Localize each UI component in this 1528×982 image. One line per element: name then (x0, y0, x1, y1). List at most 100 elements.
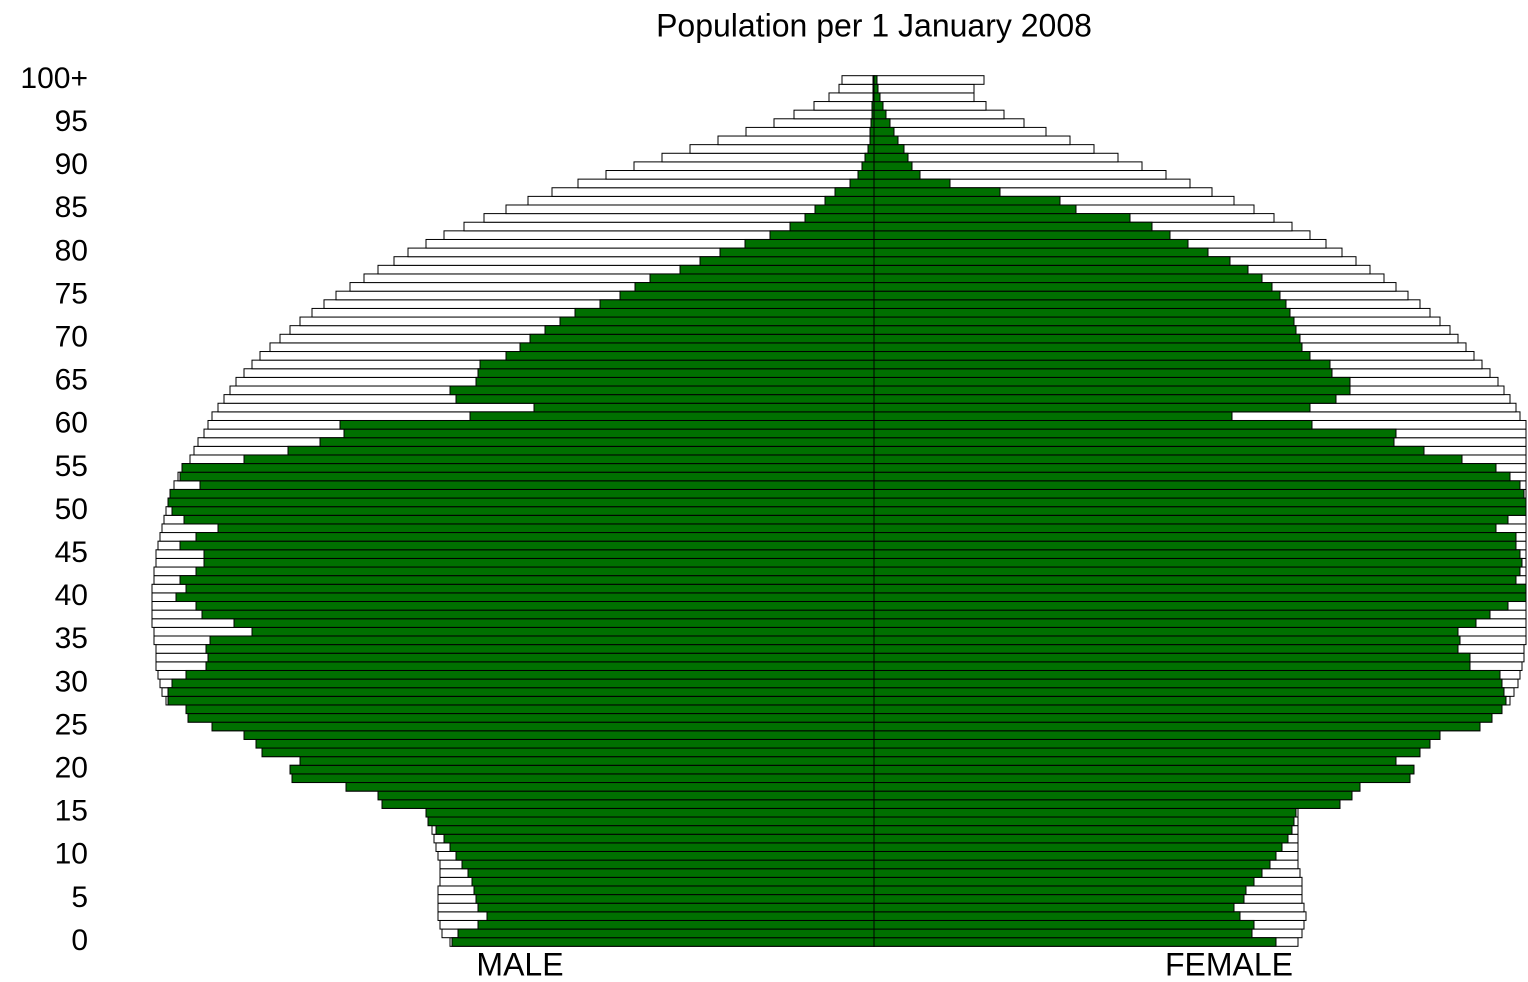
bar (873, 359, 1331, 370)
bar (179, 540, 875, 551)
side-label: MALE (476, 946, 563, 982)
bar (505, 351, 875, 361)
bar (205, 661, 875, 671)
bar (873, 669, 1501, 680)
bar (873, 247, 1209, 258)
bar (529, 333, 875, 344)
y-tick-label: 45 (55, 536, 88, 569)
bar (873, 213, 1131, 223)
bar (873, 428, 1397, 439)
bar (873, 290, 1281, 301)
y-tick-label: 80 (55, 234, 88, 267)
bar (841, 75, 875, 85)
bar (873, 445, 1425, 456)
bar (289, 764, 875, 775)
bar (461, 859, 875, 870)
bar (634, 282, 875, 292)
bar (873, 126, 895, 137)
bar (427, 816, 875, 827)
bar (834, 187, 875, 197)
side-label: FEMALE (1165, 946, 1293, 982)
bar (813, 101, 875, 111)
bar (873, 601, 1509, 611)
bar (649, 273, 875, 284)
bar (873, 799, 1341, 809)
bar (873, 178, 951, 189)
bar (577, 178, 875, 189)
bar (873, 307, 1291, 318)
y-tick-label: 65 (55, 364, 88, 397)
bar (343, 428, 875, 439)
bar (873, 894, 1245, 904)
bar (574, 307, 875, 318)
bar (873, 83, 975, 94)
y-tick-label: 60 (55, 407, 88, 440)
bar (838, 83, 875, 94)
bar (873, 859, 1271, 870)
bar (873, 833, 1289, 844)
bar (185, 583, 875, 594)
bar (873, 488, 1525, 499)
y-tick-label: 55 (55, 450, 88, 483)
bar (559, 316, 875, 327)
bar (873, 480, 1521, 490)
bar (633, 161, 875, 172)
bar (873, 402, 1311, 413)
bar (873, 540, 1517, 551)
bar (828, 92, 875, 103)
bar (744, 238, 875, 249)
bar (873, 868, 1263, 878)
bar (873, 135, 1071, 146)
bar (873, 661, 1471, 671)
bar (457, 928, 875, 939)
bar (873, 471, 1511, 482)
y-tick-label: 90 (55, 148, 88, 181)
bar (873, 678, 1503, 689)
bar (873, 170, 921, 180)
bar (605, 170, 875, 180)
bar (873, 152, 1119, 163)
bar (287, 445, 875, 456)
bar (873, 333, 1301, 344)
bar (873, 713, 1493, 723)
bar (873, 238, 1189, 249)
bar (873, 911, 1241, 921)
bar (873, 126, 1047, 137)
bar (519, 342, 875, 353)
bar (873, 101, 884, 111)
bar (873, 282, 1273, 292)
bar (251, 626, 875, 637)
bar (205, 644, 875, 654)
bar (873, 747, 1421, 758)
y-tick-label: 85 (55, 191, 88, 224)
bar (719, 247, 875, 258)
bar (179, 575, 875, 585)
bar (873, 644, 1459, 654)
bar (867, 144, 875, 154)
y-tick-label: 5 (71, 881, 88, 914)
bar (873, 902, 1235, 913)
bar (873, 695, 1507, 706)
bar (425, 807, 875, 818)
bar (455, 850, 875, 861)
bar (479, 359, 875, 370)
bar (455, 394, 875, 404)
bar (873, 325, 1297, 335)
bar (873, 876, 1255, 887)
bar (873, 144, 1095, 154)
bar (169, 488, 875, 499)
bar (873, 385, 1351, 396)
bar (345, 782, 875, 792)
bar (199, 480, 875, 490)
bar (873, 316, 1295, 327)
bar (873, 230, 1171, 240)
bar (873, 264, 1249, 275)
bar (873, 109, 1005, 120)
y-tick-label: 70 (55, 321, 88, 354)
bar (233, 618, 875, 628)
bar (619, 290, 875, 301)
bar (769, 230, 875, 240)
bar (873, 118, 891, 128)
y-tick-label: 20 (55, 752, 88, 785)
